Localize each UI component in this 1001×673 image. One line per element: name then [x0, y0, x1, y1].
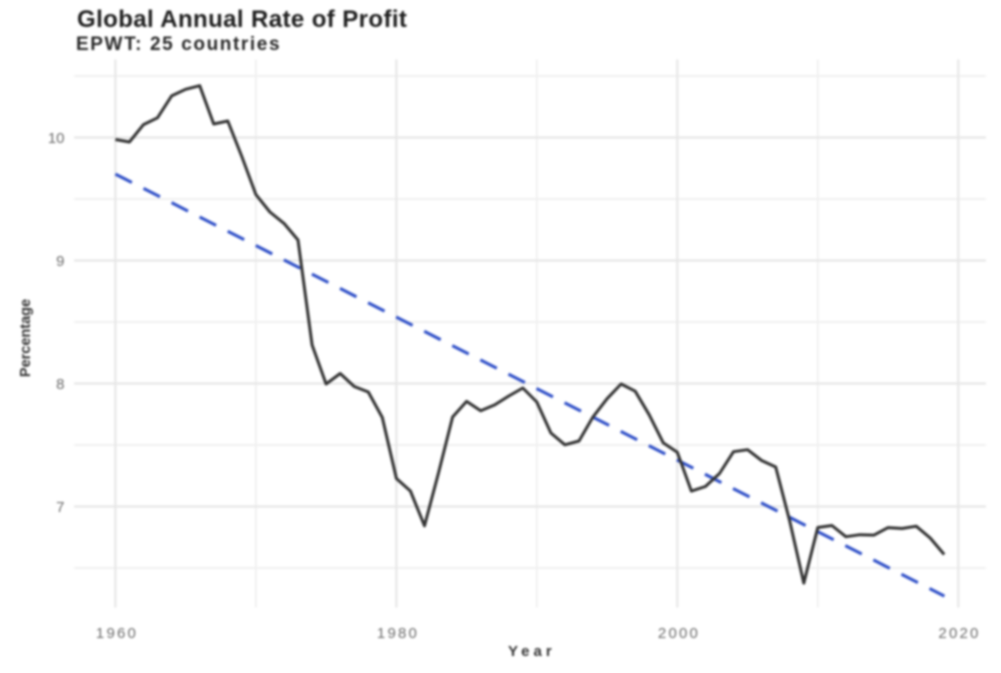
svg-text:2020: 2020: [938, 625, 980, 642]
svg-text:8: 8: [56, 376, 64, 393]
svg-text:1980: 1980: [377, 625, 419, 642]
svg-text:1960: 1960: [96, 625, 138, 642]
svg-text:2000: 2000: [658, 625, 700, 642]
svg-text:Year: Year: [508, 643, 556, 660]
svg-text:9: 9: [56, 253, 64, 270]
svg-text:10: 10: [48, 130, 65, 147]
svg-text:Global Annual Rate of Profit: Global Annual Rate of Profit: [77, 6, 407, 33]
svg-text:Percentage: Percentage: [18, 299, 34, 377]
svg-text:7: 7: [56, 499, 64, 516]
svg-text:EPWT: 25 countries: EPWT: 25 countries: [76, 34, 281, 55]
